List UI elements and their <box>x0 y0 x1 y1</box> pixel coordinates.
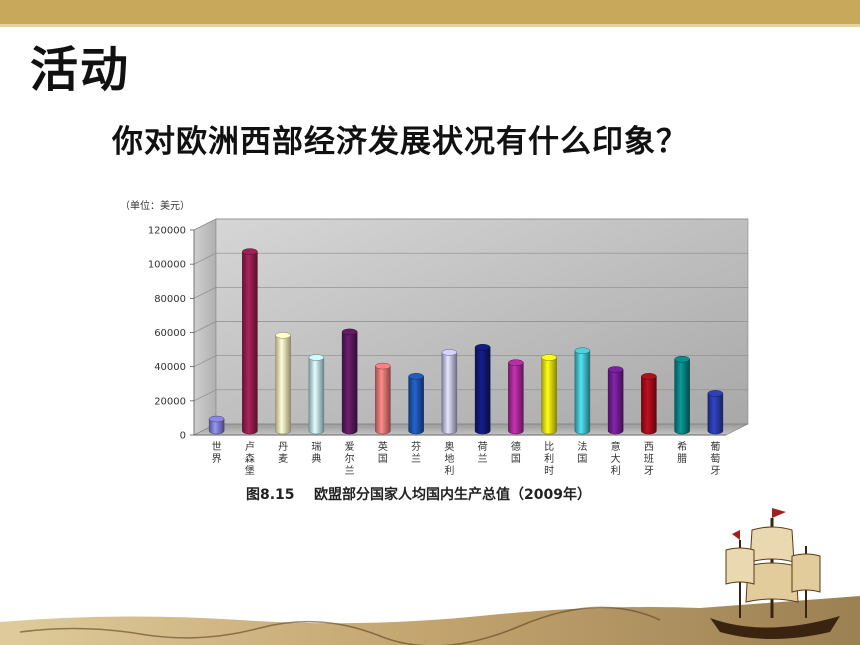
y-tick-label: 20000 <box>154 396 186 407</box>
x-tick-label: 葡萄牙 <box>710 440 720 477</box>
bar-top <box>674 356 690 363</box>
sailing-ship-icon <box>710 508 840 639</box>
grid-line <box>193 389 748 402</box>
bar <box>607 366 624 435</box>
bar-body <box>242 251 258 435</box>
x-tick-label: 荷兰 <box>478 441 488 465</box>
bar-body <box>508 362 524 435</box>
bar-top <box>707 390 724 397</box>
bar-top <box>275 332 291 339</box>
chart-caption: 图8.15 欧盟部分国家人均国内生产总值（2009年） <box>246 487 592 503</box>
x-tick-label: 爱尔兰 <box>345 440 355 477</box>
bar <box>341 328 358 435</box>
grid-line <box>193 218 748 231</box>
y-tick-label: 40000 <box>154 362 186 373</box>
bars <box>208 248 724 435</box>
bar-body <box>275 335 291 435</box>
bar <box>375 362 391 435</box>
map-coastline <box>19 606 661 645</box>
x-tick-label: 法国 <box>577 440 587 465</box>
bar-top <box>308 354 325 361</box>
bar <box>275 332 291 435</box>
bar-top <box>408 373 424 380</box>
bar-body <box>707 393 724 435</box>
grid-line <box>193 355 748 367</box>
y-tick-label: 100000 <box>148 260 186 271</box>
x-tick-label: 芬兰 <box>411 441 421 465</box>
bar-body <box>541 357 557 435</box>
bar <box>308 354 325 435</box>
bar-top <box>341 328 358 336</box>
bar-body <box>375 365 391 435</box>
bar-body <box>441 352 458 435</box>
bar <box>541 354 557 435</box>
x-tick-label: 丹麦 <box>278 441 288 465</box>
chart-svg: （单位：美元） 0 20000 40000 60000 80000 100000 12000… <box>120 199 749 477</box>
decorative-map-ship <box>0 508 860 645</box>
bar-body <box>574 350 591 435</box>
bar-body <box>341 331 358 435</box>
top-banner-stripe <box>0 24 860 27</box>
bar-body <box>641 376 657 435</box>
top-banner <box>0 0 860 24</box>
grid-line <box>193 252 748 265</box>
x-tick-label: 世界 <box>212 441 222 465</box>
bar-body <box>408 376 424 435</box>
bar-top <box>607 366 624 373</box>
bar-body <box>474 347 491 435</box>
bar-top <box>375 362 391 370</box>
y-tick-label: 60000 <box>154 328 186 339</box>
x-tick-label: 比利时 <box>544 441 554 477</box>
bar <box>441 349 458 435</box>
bar-top <box>641 373 657 380</box>
y-tick-label: 0 <box>180 431 186 442</box>
bar-body <box>607 369 624 435</box>
bar <box>707 390 724 435</box>
bar-top <box>474 344 491 351</box>
grid-lines <box>193 218 748 402</box>
grid-line <box>193 321 748 333</box>
bar <box>208 415 225 435</box>
x-tick-label: 奥地利 <box>444 440 454 477</box>
bar-body <box>308 357 325 435</box>
y-tick-label: 80000 <box>154 294 186 305</box>
bar <box>641 373 657 435</box>
bar-top <box>208 415 225 423</box>
slide-question: 你对欧洲西部经济发展状况有什么印象？ <box>112 124 688 160</box>
slide-heading: 活动 <box>30 42 131 98</box>
bar-top <box>441 349 458 356</box>
bar-top <box>508 359 524 366</box>
x-tick-label: 西班牙 <box>644 442 654 477</box>
gdp-bar-chart: （单位：美元） 0 20000 40000 60000 80000 100000 12000… <box>118 192 758 512</box>
bar-top <box>242 248 258 255</box>
bar <box>574 347 591 435</box>
x-tick-label: 希腊 <box>677 440 687 465</box>
x-tick-label: 卢森堡 <box>245 440 255 477</box>
bar <box>242 248 258 435</box>
x-tick-label: 德国 <box>511 440 521 465</box>
unit-label: （单位：美元） <box>120 199 190 212</box>
bar-body <box>674 359 690 435</box>
y-tick-label: 120000 <box>148 226 186 237</box>
bar-body <box>208 418 225 435</box>
bar <box>508 359 524 435</box>
bar <box>408 373 424 435</box>
grid-line <box>193 286 748 299</box>
bar-top <box>541 354 557 361</box>
bar-top <box>574 347 591 354</box>
y-axis-ticks: 0 20000 40000 60000 80000 100000 120000 <box>148 226 195 442</box>
bar <box>674 356 690 435</box>
x-tick-label: 英国 <box>378 440 388 465</box>
x-tick-label: 瑞典 <box>311 441 321 465</box>
bar <box>474 344 491 435</box>
x-tick-label: 意大利 <box>611 440 621 477</box>
old-map-strip <box>0 596 860 645</box>
